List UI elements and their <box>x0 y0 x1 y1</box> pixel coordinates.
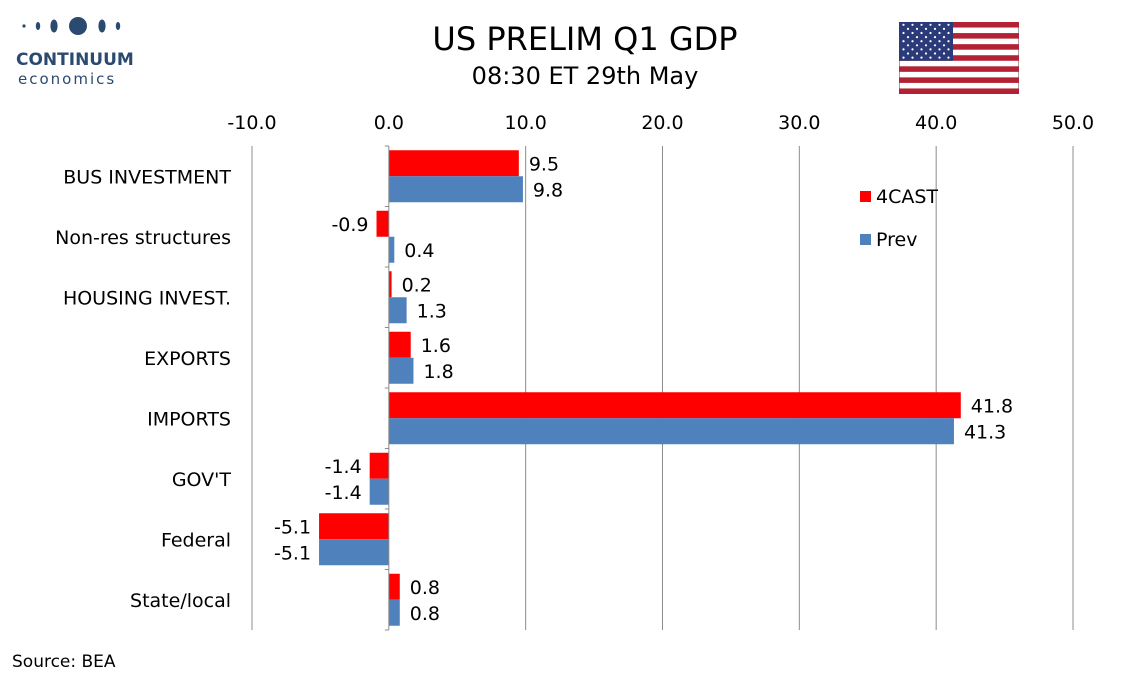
bar-4cast <box>388 150 519 177</box>
legend-label: 4CAST <box>876 186 938 208</box>
x-tick-label: 10.0 <box>505 112 547 134</box>
bar-prev <box>319 539 389 566</box>
data-label: 0.4 <box>404 240 434 262</box>
logo-text-sub: economics <box>18 70 117 88</box>
logo-dots-icon <box>22 17 121 35</box>
bar-prev <box>388 599 400 626</box>
bar-prev <box>388 236 395 263</box>
bar-4cast <box>388 331 411 358</box>
bar-4cast <box>369 452 389 479</box>
chart-subtitle: 08:30 ET 29th May <box>471 62 699 90</box>
x-tick-label: 0.0 <box>374 112 404 134</box>
x-tick-label: 40.0 <box>915 112 957 134</box>
data-label: -1.4 <box>325 482 362 504</box>
legend-label: Prev <box>876 229 917 251</box>
category-label: BUS INVESTMENT <box>63 166 231 188</box>
bar-4cast <box>388 392 961 419</box>
category-label: EXPORTS <box>144 348 231 370</box>
data-label: -5.1 <box>274 516 311 538</box>
bar-prev <box>388 418 954 445</box>
category-label: Federal <box>161 529 231 551</box>
data-label: 0.8 <box>410 603 440 625</box>
category-label: IMPORTS <box>147 408 231 430</box>
legend-swatch <box>860 191 871 202</box>
category-label: Non-res structures <box>55 227 231 249</box>
category-label: GOV'T <box>172 469 232 491</box>
data-label: 1.6 <box>421 335 451 357</box>
bar-prev <box>388 176 523 203</box>
data-label: 9.8 <box>533 179 563 201</box>
logo-text-main: CONTINUUM <box>16 50 134 70</box>
data-label: -1.4 <box>325 456 362 478</box>
category-label: State/local <box>130 590 231 612</box>
x-tick-label: -10.0 <box>227 112 276 134</box>
data-label: 41.3 <box>964 421 1006 443</box>
data-label: -0.9 <box>331 214 368 236</box>
x-tick-label: 20.0 <box>641 112 683 134</box>
data-label: 0.8 <box>410 577 440 599</box>
data-label: 1.3 <box>417 300 447 322</box>
chart-title: US PRELIM Q1 GDP <box>432 20 738 58</box>
bar-4cast <box>388 573 400 600</box>
x-tick-label: 30.0 <box>778 112 820 134</box>
category-label: HOUSING INVEST. <box>63 287 231 309</box>
bar-4cast <box>388 271 392 298</box>
data-label: 9.5 <box>529 153 559 175</box>
bar-4cast <box>319 513 389 540</box>
bar-4cast <box>376 210 389 237</box>
bar-prev <box>388 297 407 324</box>
bar-prev <box>369 478 389 505</box>
data-label: 0.2 <box>402 274 432 296</box>
data-label: 41.8 <box>971 395 1013 417</box>
source-note: Source: BEA <box>12 652 116 672</box>
us-flag-icon <box>899 22 1019 94</box>
bar-prev <box>388 357 414 384</box>
data-label: 1.8 <box>423 361 453 383</box>
x-tick-label: 50.0 <box>1052 112 1094 134</box>
data-label: -5.1 <box>274 542 311 564</box>
continuum-logo: CONTINUUM economics <box>10 14 140 88</box>
legend-swatch <box>860 234 871 245</box>
